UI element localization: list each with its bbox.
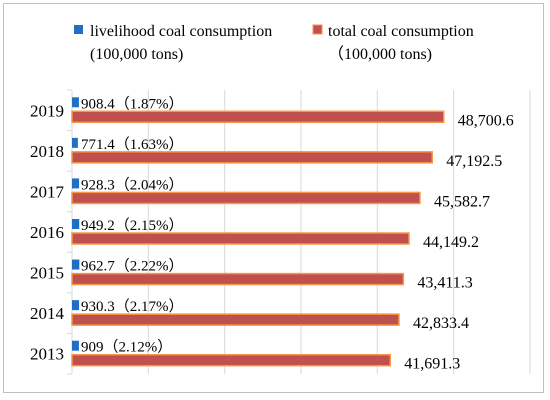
- livelihood-bar-2015: [72, 259, 80, 270]
- category-label-2015: 2015: [30, 264, 64, 283]
- total-bar-2013: [71, 353, 391, 367]
- category-label-2014: 2014: [30, 304, 65, 323]
- legend-unit-livelihood: (100,000 tons): [90, 46, 183, 63]
- livelihood-bar-2014: [72, 300, 80, 311]
- total-bar-2015: [71, 272, 405, 286]
- total-bar-2019: [71, 110, 445, 124]
- legend-swatch-livelihood: [74, 25, 83, 34]
- total-bar-2016: [71, 232, 410, 245]
- livelihood-data-label-2017: 928.3（2.04%）: [81, 176, 184, 193]
- livelihood-bar-2019: [72, 97, 79, 108]
- legend-swatch-total: [312, 24, 323, 35]
- legend-label-livelihood: livelihood coal consumption: [90, 23, 272, 40]
- livelihood-data-label-2019: 908.4（1.87%）: [81, 95, 184, 112]
- livelihood-data-label-2015: 962.7（2.22%）: [81, 258, 184, 275]
- total-data-label-2017: 45,582.7: [434, 193, 490, 210]
- livelihood-bar-2018: [72, 137, 78, 148]
- total-bar-2017: [71, 191, 421, 205]
- livelihood-bar-2016: [72, 219, 80, 229]
- total-data-label-2013: 41,691.3: [404, 356, 460, 373]
- category-label-2019: 2019: [30, 101, 64, 120]
- total-data-label-2016: 44,149.2: [423, 234, 479, 251]
- category-label-2016: 2016: [30, 223, 64, 242]
- livelihood-data-label-2016: 949.2（2.15%）: [81, 217, 184, 234]
- livelihood-bar-2017: [72, 178, 80, 189]
- legend-label-total: total coal consumption: [328, 23, 474, 40]
- livelihood-data-label-2018: 771.4（1.63%）: [81, 136, 184, 153]
- total-data-label-2014: 42,833.4: [413, 315, 469, 332]
- category-label-2018: 2018: [30, 142, 64, 161]
- category-label-2017: 2017: [30, 182, 65, 201]
- total-data-label-2018: 47,192.5: [446, 153, 502, 170]
- livelihood-data-label-2013: 909（2.12%）: [81, 339, 172, 356]
- livelihood-data-label-2014: 930.3（2.17%）: [81, 298, 184, 315]
- category-label-2013: 2013: [30, 345, 64, 364]
- total-data-label-2015: 43,411.3: [417, 275, 472, 292]
- livelihood-bar-2013: [72, 340, 79, 351]
- total-data-label-2019: 48,700.6: [458, 112, 514, 129]
- total-bar-2014: [71, 313, 400, 326]
- legend-unit-total: （100,000 tons): [328, 45, 432, 63]
- total-bar-2018: [71, 151, 433, 164]
